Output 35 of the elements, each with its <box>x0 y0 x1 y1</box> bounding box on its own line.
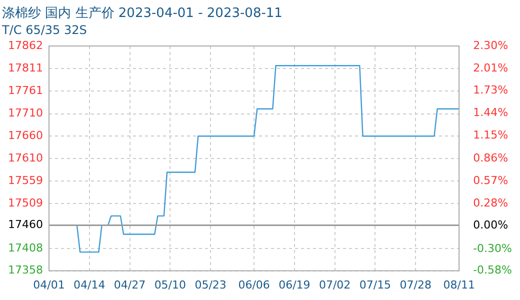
y-tick-label: 17358 <box>8 264 43 277</box>
y-tick-label: 17559 <box>8 174 43 188</box>
y-tick-label: 17811 <box>8 62 43 75</box>
y-tick-label: 17610 <box>8 151 43 164</box>
y-tick-label: 17460 <box>8 218 43 232</box>
y-tick-label: 17408 <box>8 241 43 254</box>
x-tick-label: 06/06 <box>238 278 270 292</box>
chart-subtitle: T/C 65/35 32S <box>1 22 87 37</box>
x-tick-label: 07/28 <box>400 278 432 292</box>
y2-tick-label: 0.00% <box>473 218 508 232</box>
y2-tick-label: -0.58% <box>473 264 512 277</box>
y2-tick-label: 0.28% <box>473 196 508 210</box>
x-tick-label: 04/14 <box>74 278 106 292</box>
y2-tick-label: 1.44% <box>473 106 508 119</box>
x-tick-label: 08/11 <box>443 278 475 292</box>
y-tick-label: 17862 <box>8 38 43 52</box>
y2-tick-label: 1.15% <box>473 128 508 142</box>
x-tick-label: 06/19 <box>278 278 310 292</box>
x-tick-label: 05/10 <box>154 278 186 292</box>
y2-tick-label: 0.86% <box>473 151 508 164</box>
y-tick-label: 17509 <box>8 196 43 210</box>
chart-title: 涤棉纱 国内 生产价 2023-04-01 - 2023-08-11 <box>2 6 282 22</box>
y-tick-label: 17761 <box>8 84 43 97</box>
x-tick-label: 04/01 <box>33 278 65 292</box>
y2-tick-label: 0.57% <box>473 174 508 187</box>
y-tick-label: 17660 <box>8 128 43 142</box>
y2-tick-label: 2.30% <box>473 38 508 52</box>
y2-tick-label: 2.01% <box>473 61 508 74</box>
y2-tick-label: -0.30% <box>473 242 512 255</box>
x-tick-label: 07/15 <box>359 278 392 292</box>
x-tick-label: 07/02 <box>318 278 351 292</box>
y2-tick-label: 1.73% <box>473 83 508 96</box>
x-tick-label: 04/27 <box>114 278 146 292</box>
y-tick-label: 17710 <box>8 106 43 120</box>
x-tick-label: 05/23 <box>194 278 226 292</box>
